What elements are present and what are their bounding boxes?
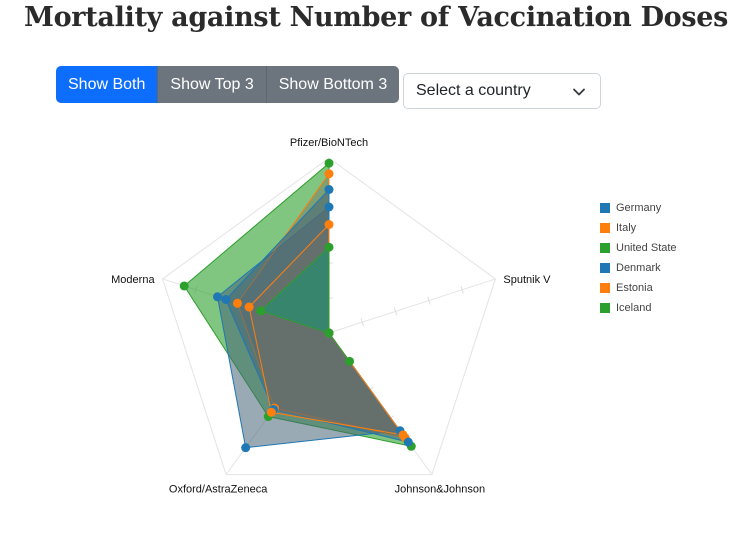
radar-areas	[183, 162, 413, 449]
radar-spoke	[328, 278, 496, 334]
legend-label: United State	[616, 242, 677, 254]
axis-label-0: Pfizer/BioNTech	[290, 137, 368, 149]
data-point-germany-0[interactable]	[324, 202, 334, 212]
radar-tick	[460, 285, 464, 294]
axis-label-4: Moderna	[111, 274, 155, 286]
chevron-down-icon	[573, 88, 585, 96]
legend-swatch	[600, 263, 610, 273]
legend-swatch	[600, 203, 610, 213]
data-point-italy-2[interactable]	[398, 430, 408, 440]
series-area-iceland[interactable]	[259, 246, 350, 362]
radar-tick	[393, 307, 398, 316]
legend-swatch	[600, 283, 610, 293]
data-point-iceland-3[interactable]	[324, 328, 334, 338]
data-point-denmark-0[interactable]	[324, 185, 334, 194]
data-point-estonia-0[interactable]	[324, 169, 334, 179]
radar-axis-labels: Pfizer/BioNTech Sputnik V Johnson&Johnson O…	[111, 137, 551, 496]
axis-label-2: Johnson&Johnson	[395, 484, 486, 496]
chart-legend: Germany Italy United State Denmark Estonia Ic…	[600, 198, 677, 318]
legend-item-iceland[interactable]: Iceland	[600, 298, 677, 318]
legend-item-estonia[interactable]: Estonia	[600, 278, 677, 298]
country-select-value: Select a country	[416, 82, 531, 99]
data-point-denmark-4[interactable]	[221, 294, 231, 304]
data-point-iceland-4[interactable]	[256, 306, 266, 316]
axis-label-1: Sputnik V	[503, 274, 551, 286]
legend-label: Iceland	[616, 302, 652, 314]
axis-label-3: Oxford/AstraZeneca	[169, 484, 268, 496]
data-point-germany-3[interactable]	[241, 443, 251, 453]
radar-tick	[427, 296, 431, 305]
legend-label: Italy	[616, 222, 637, 234]
show-top-3-button[interactable]: Show Top 3	[157, 66, 266, 103]
country-select[interactable]: Select a country	[403, 73, 601, 109]
radar-points	[179, 158, 416, 453]
data-point-united-state-4[interactable]	[179, 281, 189, 291]
data-point-iceland-0[interactable]	[324, 242, 334, 252]
data-point-denmark-2[interactable]	[403, 437, 413, 447]
radar-outer-ring	[161, 157, 497, 476]
data-point-italy-0[interactable]	[324, 220, 334, 229]
legend-label: Estonia	[616, 282, 653, 294]
legend-label: Germany	[616, 202, 662, 214]
show-bottom-3-button[interactable]: Show Bottom 3	[265, 66, 400, 103]
view-toggle-group: Show Both Show Top 3 Show Bottom 3	[56, 66, 400, 103]
page-title: Mortality against Number of Vaccination …	[24, 2, 729, 33]
legend-item-italy[interactable]: Italy	[600, 218, 677, 238]
legend-swatch	[600, 243, 610, 253]
data-point-italy-3[interactable]	[266, 407, 276, 417]
legend-label: Denmark	[616, 262, 661, 274]
data-point-united-state-0[interactable]	[324, 158, 334, 168]
legend-item-denmark[interactable]: Denmark	[600, 258, 677, 278]
data-point-italy-4[interactable]	[244, 302, 254, 312]
data-point-iceland-2[interactable]	[345, 356, 355, 366]
legend-item-united-state[interactable]: United State	[600, 238, 677, 258]
legend-swatch	[600, 303, 610, 313]
radar-tick	[360, 318, 364, 327]
data-point-germany-4[interactable]	[212, 292, 222, 302]
legend-item-germany[interactable]: Germany	[600, 198, 677, 218]
show-both-button[interactable]: Show Both	[56, 66, 158, 103]
legend-swatch	[600, 223, 610, 233]
data-point-estonia-4[interactable]	[232, 298, 242, 308]
